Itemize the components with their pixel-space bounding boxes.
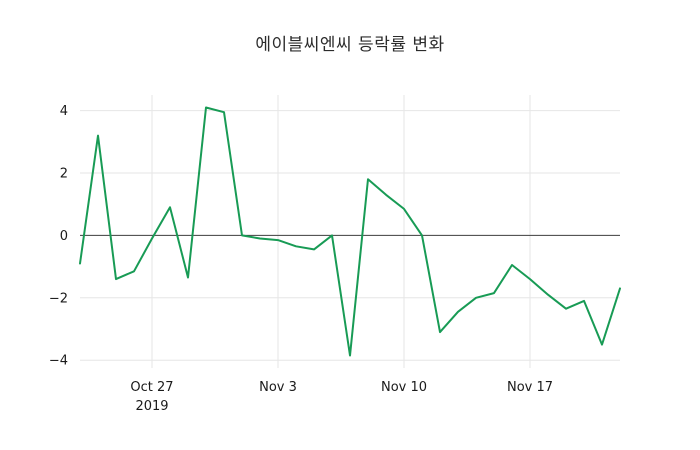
chart-title: 에이블씨엔씨 등락률 변화 (255, 35, 445, 55)
y-tick-label: 0 (60, 229, 68, 244)
y-tick-label: −2 (49, 291, 68, 306)
x-tick-label: Nov 3 (259, 380, 297, 395)
y-tick-label: 2 (60, 167, 68, 182)
series-line (79, 106, 621, 357)
y-tick-label: 4 (60, 104, 68, 119)
x-tick-label: Nov 17 (507, 380, 553, 395)
x-tick-sublabel: 2019 (135, 399, 168, 414)
y-tick-label: −4 (49, 354, 68, 369)
x-tick-label: Oct 27 (130, 380, 173, 395)
x-tick-label: Nov 10 (381, 380, 427, 395)
